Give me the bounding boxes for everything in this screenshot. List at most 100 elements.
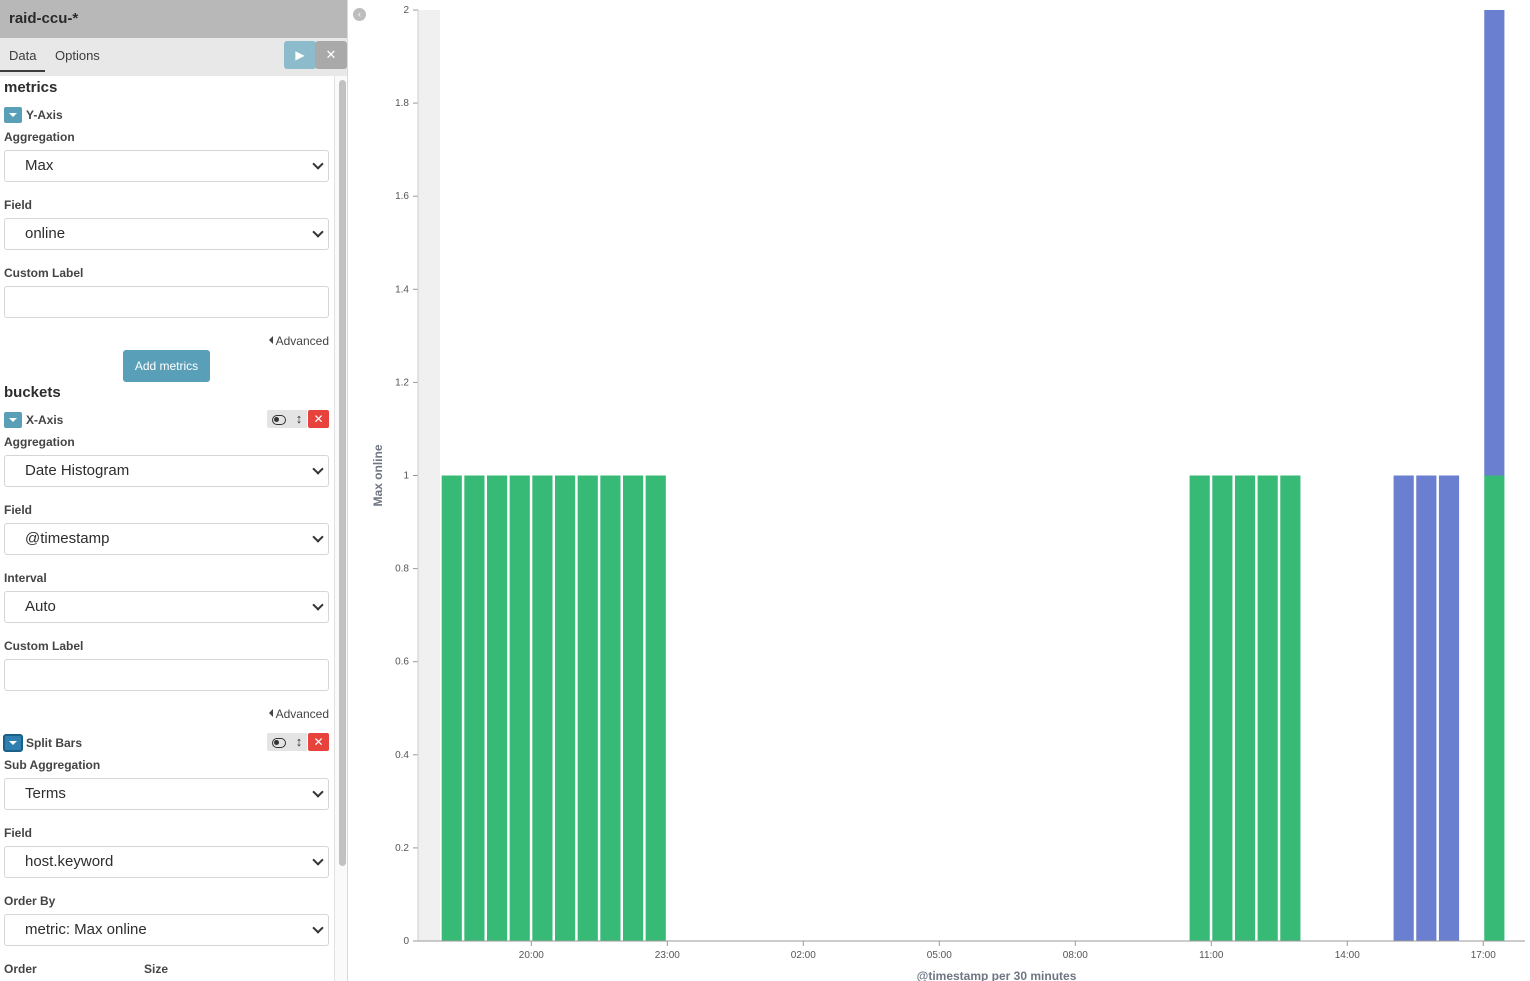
- x-tick-label: 08:00: [1063, 950, 1088, 961]
- x-tick-label: 05:00: [927, 950, 952, 961]
- chevron-down-icon[interactable]: [4, 411, 22, 428]
- bucket-custom-label-input[interactable]: [4, 659, 329, 691]
- order-by-label: Order By: [4, 894, 56, 908]
- metric-field-label: Field: [4, 198, 33, 212]
- x-tick-label: 20:00: [519, 950, 544, 961]
- tab-data[interactable]: Data: [0, 38, 46, 72]
- bar: [645, 475, 666, 941]
- out-of-range-shade: [418, 10, 440, 941]
- bar: [600, 475, 621, 941]
- bar: [1393, 475, 1414, 941]
- y-tick-label: 1.8: [395, 98, 409, 109]
- metric-field-select[interactable]: online: [4, 218, 329, 250]
- interval-select[interactable]: Auto: [4, 591, 329, 623]
- bar: [532, 475, 553, 941]
- size-label: Size: [144, 962, 169, 976]
- bar: [1189, 475, 1210, 941]
- y-tick-label: 0: [403, 936, 409, 947]
- bar: [1257, 475, 1278, 941]
- x-tick-label: 02:00: [791, 950, 816, 961]
- toggle-icon[interactable]: [267, 733, 291, 751]
- y-tick-label: 0.4: [395, 750, 409, 761]
- play-icon: ▶: [295, 48, 305, 62]
- x-axis-controls: ↕ ✕: [267, 410, 329, 428]
- bar: [1484, 10, 1505, 476]
- discard-changes-button[interactable]: ✕: [315, 41, 347, 69]
- split-bars-title: Split Bars: [26, 735, 83, 750]
- editor-sidebar: raid-ccu-* Data Options ▶ ✕ metrics Y-Ax…: [0, 0, 348, 981]
- x-axis-title: X-Axis: [26, 412, 64, 427]
- bar: [1416, 475, 1437, 941]
- x-tick-label: 14:00: [1335, 950, 1360, 961]
- x-axis-agg-header: X-Axis: [4, 410, 63, 428]
- index-pattern-title: raid-ccu-*: [0, 0, 347, 38]
- split-field-select[interactable]: host.keyword: [4, 846, 329, 878]
- y-tick-label: 0.6: [395, 657, 409, 668]
- bucket-custom-label-label: Custom Label: [4, 639, 84, 653]
- close-icon: ✕: [325, 47, 337, 62]
- interval-label: Interval: [4, 571, 47, 585]
- apply-changes-button[interactable]: ▶: [284, 41, 316, 69]
- x-tick-label: 17:00: [1471, 950, 1496, 961]
- buckets-section-title: buckets: [4, 384, 61, 401]
- scrollbar-thumb[interactable]: [339, 80, 346, 866]
- remove-icon[interactable]: ✕: [308, 410, 329, 428]
- sidebar-tabs: Data Options ▶ ✕: [0, 38, 347, 76]
- chevron-down-icon[interactable]: [3, 733, 23, 752]
- bar: [1438, 475, 1460, 941]
- bar: [1280, 475, 1301, 941]
- x-axis-title: @timestamp per 30 minutes: [917, 969, 1077, 981]
- sub-aggregation-select[interactable]: Terms: [4, 778, 329, 810]
- chevron-down-icon[interactable]: [4, 106, 22, 123]
- bar-chart: 0 0.2 0.4 0.6 0.8 1 1.2 1.4 1.6 1.8 2 20:00 23:00 02:…: [349, 0, 1530, 981]
- y-axis-title: Max online: [371, 444, 385, 506]
- bar: [1234, 475, 1256, 941]
- y-tick-label: 0.8: [395, 564, 409, 575]
- sub-aggregation-label: Sub Aggregation: [4, 758, 101, 772]
- metric-aggregation-label: Aggregation: [4, 130, 75, 144]
- move-icon[interactable]: ↕: [291, 733, 307, 751]
- chart-canvas: 0 0.2 0.4 0.6 0.8 1 1.2 1.4 1.6 1.8 2 20:00 23:00 02:…: [371, 5, 1525, 981]
- metric-aggregation-select[interactable]: Max: [4, 150, 329, 182]
- bar: [1484, 475, 1505, 941]
- bar: [441, 475, 462, 941]
- bucket-aggregation-select[interactable]: Date Histogram: [4, 455, 329, 487]
- bucket-advanced-toggle[interactable]: Advanced: [269, 707, 329, 721]
- bucket-field-select[interactable]: @timestamp: [4, 523, 329, 555]
- split-bars-controls: ↕ ✕: [267, 733, 329, 751]
- metrics-section-title: metrics: [4, 79, 58, 96]
- y-tick-label: 0.2: [395, 843, 409, 854]
- metric-advanced-toggle[interactable]: Advanced: [269, 334, 329, 348]
- bucket-field-label: Field: [4, 503, 33, 517]
- bar: [577, 475, 598, 941]
- x-tick-label: 23:00: [655, 950, 680, 961]
- add-metrics-button[interactable]: Add metrics: [123, 350, 210, 382]
- toggle-icon[interactable]: [267, 410, 291, 428]
- bar: [486, 475, 508, 941]
- metric-custom-label-input[interactable]: [4, 286, 329, 318]
- remove-icon[interactable]: ✕: [308, 733, 329, 751]
- metric-custom-label-label: Custom Label: [4, 266, 84, 280]
- bar: [509, 475, 530, 941]
- y-tick-label: 1.6: [395, 191, 409, 202]
- y-tick-label: 1: [403, 471, 409, 482]
- sidebar-scrollbar[interactable]: [334, 76, 347, 981]
- y-tick-label: 1.4: [395, 284, 409, 295]
- split-bars-agg-header: Split Bars: [3, 733, 83, 752]
- sidebar-content: metrics Y-Axis Aggregation Max Field onl…: [0, 76, 347, 981]
- y-tick-label: 2: [403, 5, 409, 16]
- move-icon[interactable]: ↕: [291, 410, 307, 428]
- bar: [1212, 475, 1233, 941]
- y-tick-label: 1.2: [395, 377, 409, 388]
- y-axis-agg-header: Y-Axis: [4, 105, 63, 123]
- bar: [622, 475, 644, 941]
- bar: [464, 475, 485, 941]
- tab-options[interactable]: Options: [55, 48, 100, 63]
- collapse-sidebar-icon[interactable]: ‹: [353, 8, 366, 21]
- y-axis-title: Y-Axis: [26, 107, 63, 122]
- order-by-select[interactable]: metric: Max online: [4, 914, 329, 946]
- bucket-aggregation-label: Aggregation: [4, 435, 75, 449]
- order-label: Order: [4, 962, 37, 976]
- x-tick-label: 11:00: [1199, 950, 1224, 961]
